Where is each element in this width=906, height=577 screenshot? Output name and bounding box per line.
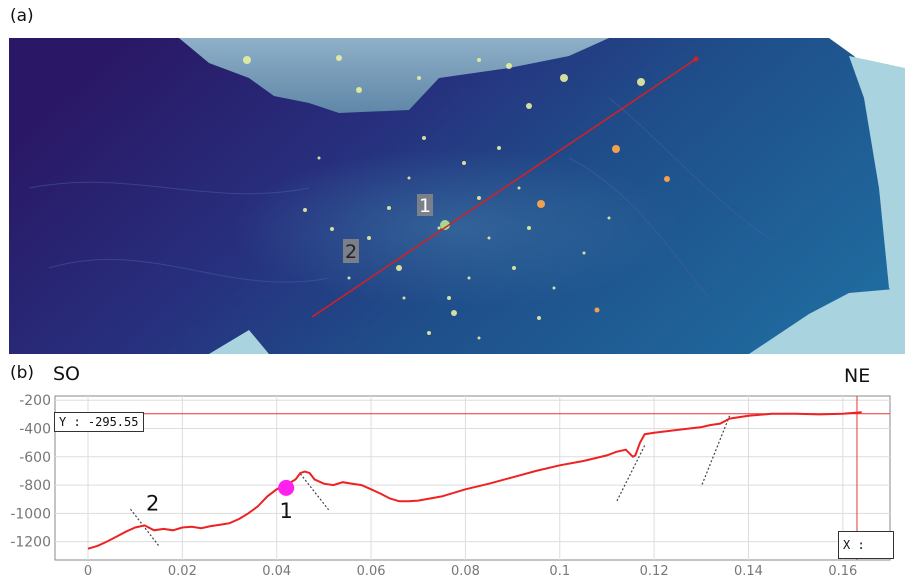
profile-line — [87, 411, 862, 550]
y-tick-label: -600 — [19, 450, 51, 466]
annotation-label: 2 — [146, 491, 159, 515]
annotation-point — [278, 479, 295, 496]
bathymetry-map-image: 1 2 — [9, 38, 905, 354]
x-tick-label: 0.14 — [734, 564, 763, 577]
x-tick-label: 0.06 — [357, 564, 386, 577]
y-tick-label: -1200 — [10, 535, 51, 551]
map-marker-1: 1 — [419, 195, 431, 217]
y-tick-label: -400 — [19, 422, 51, 438]
fault-dashed-line — [700, 415, 731, 487]
direction-label-southwest: SO — [53, 363, 81, 385]
panel-label-b: (b) — [10, 363, 35, 383]
fault-dashed-line — [615, 445, 646, 503]
direction-label-northeast: NE — [844, 365, 871, 387]
panel-label-a: (a) — [10, 6, 34, 26]
x-tick-label: 0.08 — [451, 564, 480, 577]
x-tick-label: 0.02 — [168, 564, 197, 577]
map-marker-2: 2 — [345, 241, 357, 263]
x-tick-label: 0.1 — [549, 564, 570, 577]
y-tick-label: -800 — [19, 478, 51, 494]
y-tick-label: -200 — [19, 393, 51, 409]
annotation-label: 1 — [279, 499, 292, 523]
y-tick-label: -1000 — [10, 506, 51, 522]
y-readout: Y : -295.55 — [54, 412, 144, 432]
x-readout: X : 0.1 — [838, 531, 894, 559]
x-tick-label: 0.12 — [640, 564, 669, 577]
x-tick-label: 0.04 — [262, 564, 291, 577]
bathymetry-map: 1 2 — [9, 38, 905, 354]
x-tick-label: 0.16 — [828, 564, 857, 577]
plot-area — [54, 395, 891, 561]
x-tick-label: 0 — [84, 564, 92, 577]
